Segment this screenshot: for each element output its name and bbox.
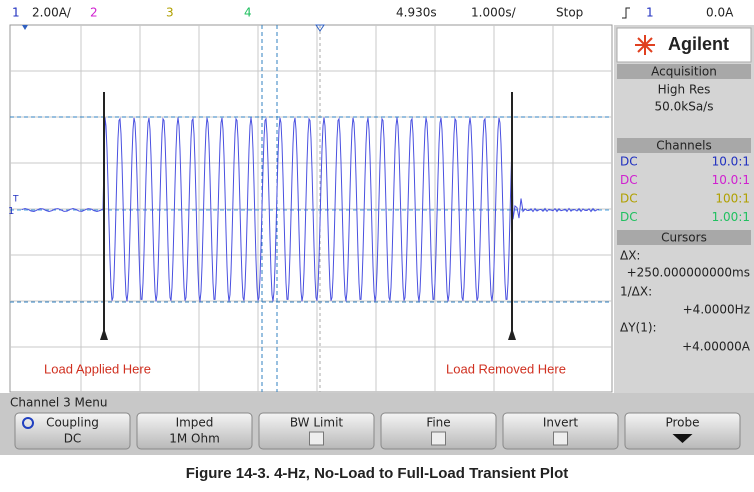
button-label: Imped <box>176 416 214 430</box>
side-panel <box>614 25 754 393</box>
checkbox <box>431 431 446 446</box>
checkbox <box>553 431 568 446</box>
checkbox <box>309 431 324 446</box>
event-arrow <box>100 328 108 340</box>
inv-label: 1/ΔX: <box>620 285 652 299</box>
section-header <box>617 230 751 245</box>
ch4: 4 <box>244 6 252 20</box>
button-value: 1M Ohm <box>169 432 220 446</box>
trigger-icon <box>622 7 630 19</box>
button-label: Coupling <box>46 416 99 430</box>
menu-button[interactable] <box>502 412 619 450</box>
ch2: 2 <box>90 6 98 20</box>
inv-value: +4.0000Hz <box>683 303 750 317</box>
menu-button[interactable] <box>380 412 497 450</box>
ch3: 3 <box>166 6 174 20</box>
button-value: DC <box>64 432 82 446</box>
trigger-marker: T <box>12 195 19 205</box>
button-label: Invert <box>543 416 579 430</box>
dx-value: +250.000000000ms <box>627 266 750 280</box>
timebase: 1.000s/ <box>471 6 517 20</box>
channels-title: Channels <box>656 139 712 153</box>
coupling-icon <box>22 417 34 429</box>
channel-coupling: DC <box>620 173 638 187</box>
time: 4.930s <box>396 6 437 20</box>
top-bar <box>0 0 754 25</box>
down-arrow <box>672 434 693 443</box>
channel-probe: 10.0:1 <box>712 155 750 169</box>
channel-coupling: DC <box>620 192 638 206</box>
menu-button[interactable] <box>258 412 375 450</box>
plot-area <box>9 24 613 393</box>
menu-button[interactable] <box>14 412 131 450</box>
channel-probe: 100:1 <box>715 192 750 206</box>
channel-probe: 1.00:1 <box>712 210 750 224</box>
annotation: Load Removed Here <box>446 361 566 376</box>
menu-button[interactable] <box>136 412 253 450</box>
acquisition-mode: High Res <box>658 83 711 97</box>
dy-value: +4.00000A <box>682 340 751 354</box>
section-header <box>617 138 751 153</box>
dy-label: ΔY(1): <box>620 321 657 335</box>
channel-coupling: DC <box>620 210 638 224</box>
event-arrow <box>508 328 516 340</box>
menu-title: Channel 3 Menu <box>10 396 107 410</box>
channel-probe: 10.0:1 <box>712 173 750 187</box>
caption: Figure 14-3. 4-Hz, No-Load to Full-Load … <box>186 465 569 482</box>
annotation: Load Applied Here <box>44 361 151 376</box>
brand-logo <box>635 35 655 55</box>
status: Stop <box>556 6 583 20</box>
acquisition-title: Acquisition <box>651 65 717 79</box>
trace-marker: 1 <box>8 206 14 217</box>
button-label: BW Limit <box>290 416 344 430</box>
ch1: 1 <box>12 6 20 20</box>
menu-button[interactable] <box>624 412 741 450</box>
button-label: Fine <box>426 416 450 430</box>
center-marker <box>315 24 325 32</box>
trigger-pos-marker <box>22 25 28 30</box>
trigger-level: 0.0A <box>706 6 734 20</box>
dx-label: ΔX: <box>620 249 640 263</box>
button-label: Probe <box>665 416 699 430</box>
channel-coupling: DC <box>620 155 638 169</box>
section-header <box>617 64 751 79</box>
trigger-channel: 1 <box>646 6 654 20</box>
cursors-title: Cursors <box>661 231 707 245</box>
acquisition-rate: 50.0kSa/s <box>655 100 714 114</box>
ch1-scale: 2.00A/ <box>32 6 72 20</box>
brand: Agilent <box>668 34 729 54</box>
trace <box>21 117 600 302</box>
